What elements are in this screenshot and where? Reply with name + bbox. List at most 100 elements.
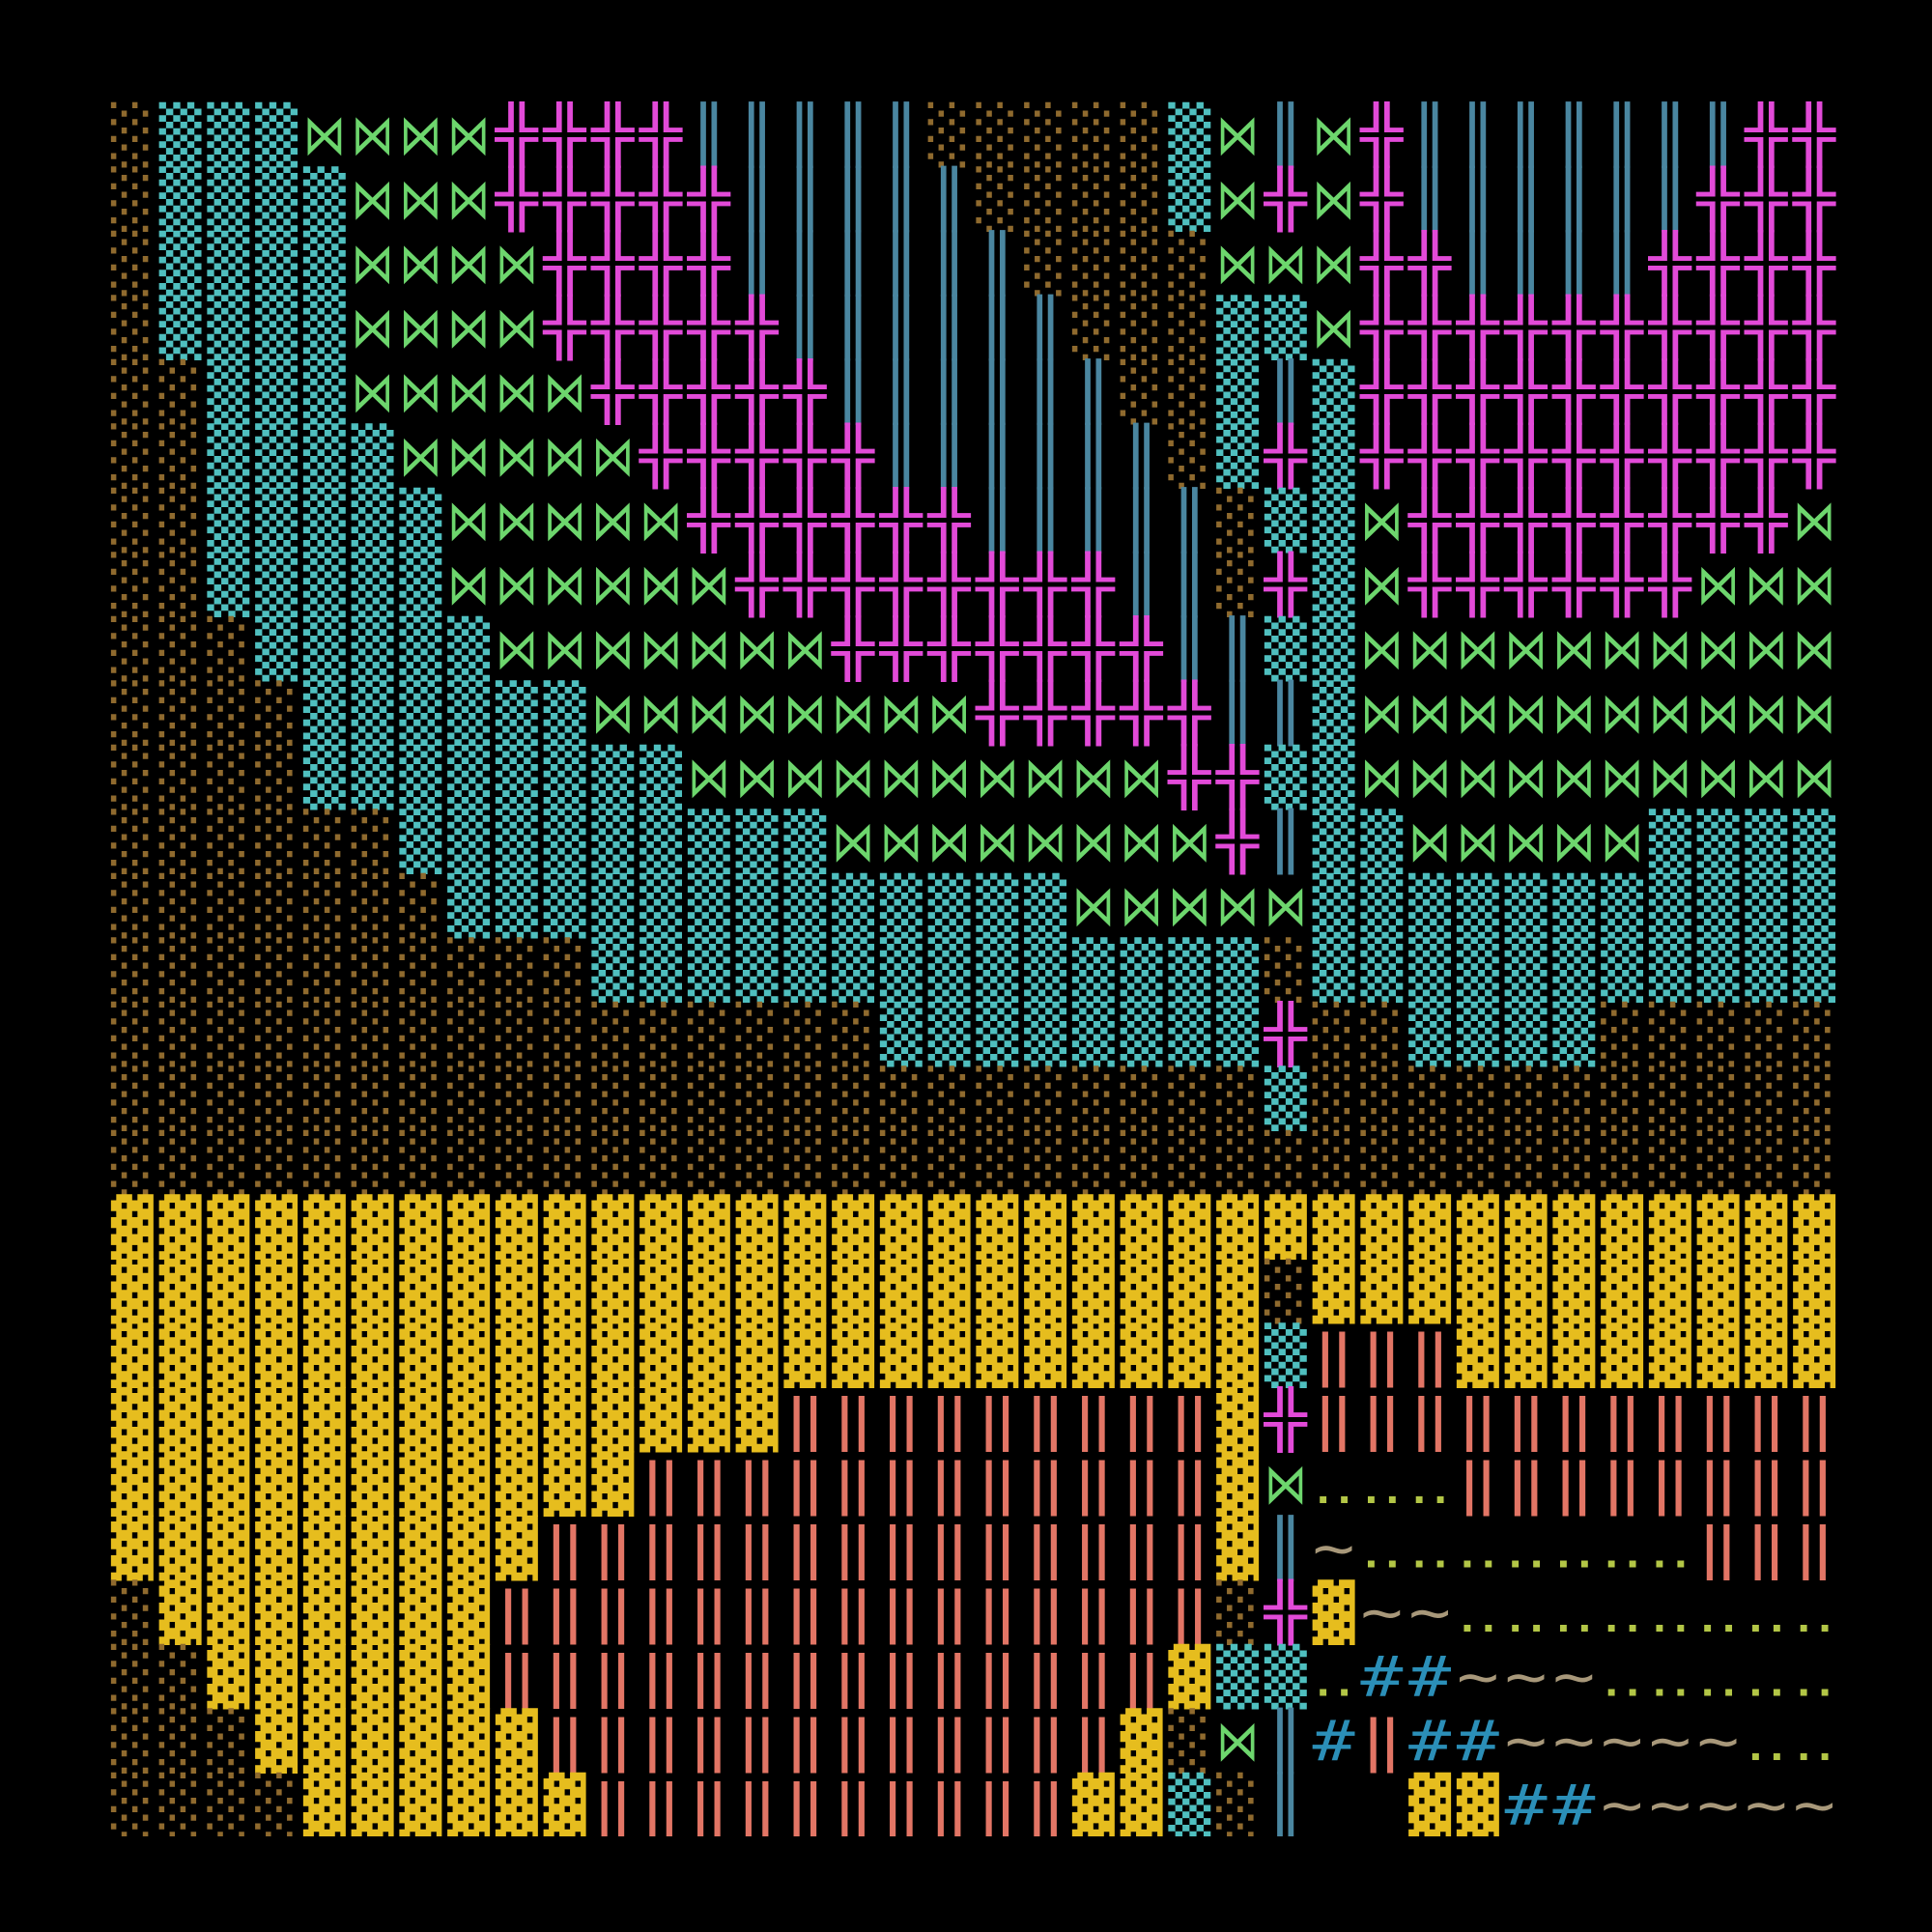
glyph-cell: ▓ [447, 1708, 490, 1774]
glyph-cell: ░ [1121, 1065, 1163, 1131]
glyph-cell: ▒ [1457, 872, 1499, 938]
glyph-cell: ╬ [1503, 294, 1548, 361]
glyph-cell: ▓ [352, 1515, 394, 1580]
glyph-cell: ▓ [352, 1772, 394, 1837]
glyph-cell: ▒ [255, 552, 298, 617]
glyph-cell: ⋈ [1793, 680, 1835, 746]
glyph-cell: ▓ [255, 1451, 298, 1517]
glyph-cell: ░ [1457, 1065, 1499, 1131]
glyph-cell: ╬ [1456, 551, 1501, 618]
glyph-cell: ▓ [1408, 1194, 1451, 1260]
glyph-cell: ⋈ [1072, 744, 1115, 810]
glyph-cell: ▒ [303, 487, 346, 553]
glyph-cell: ░ [1649, 1129, 1691, 1195]
glyph-cell: ░ [496, 1001, 538, 1066]
glyph-cell: ▒ [1216, 358, 1259, 424]
glyph-cell: ‥ [1408, 1451, 1451, 1517]
glyph-cell: ╬ [1023, 551, 1068, 618]
glyph-cell: ▓ [1360, 1258, 1403, 1323]
glyph-cell: ▒ [1024, 937, 1066, 1003]
glyph-cell: ░ [1552, 1065, 1595, 1131]
glyph-cell: ⋈ [1168, 872, 1210, 938]
glyph-cell: ▒ [1313, 809, 1355, 874]
glyph-cell: ╬ [1600, 294, 1645, 361]
glyph-cell: ░ [1024, 1065, 1066, 1131]
glyph-cell: ░ [544, 1065, 586, 1131]
glyph-cell: ‖ [591, 1772, 634, 1837]
glyph-cell: ╬ [1648, 551, 1693, 618]
glyph-cell: ⋈ [1745, 615, 1787, 681]
glyph-cell: ░ [639, 1129, 682, 1195]
glyph-cell: ‖ [639, 1643, 682, 1709]
glyph-cell: ▒ [447, 615, 490, 681]
glyph-cell: ╬ [879, 614, 924, 682]
glyph-cell: ▓ [639, 1386, 682, 1452]
glyph-cell: ▓ [591, 1451, 634, 1517]
glyph-cell: ▒ [255, 423, 298, 489]
glyph-cell: ▓ [447, 1643, 490, 1709]
glyph-cell: ║ [928, 165, 971, 233]
glyph-cell: ‖ [1072, 1386, 1115, 1452]
glyph-cell: ▒ [928, 937, 971, 1003]
glyph-cell: ▓ [1121, 1708, 1163, 1774]
glyph-cell: ░ [111, 1065, 154, 1131]
glyph-cell: ░ [1072, 1065, 1115, 1131]
glyph-cell: ‖ [880, 1451, 923, 1517]
glyph-cell: ▓ [1697, 1194, 1740, 1260]
glyph-cell: ░ [159, 552, 202, 617]
glyph-cell: ░ [447, 937, 490, 1003]
glyph-cell: ‖ [639, 1579, 682, 1645]
glyph-cell: ▓ [1121, 1322, 1163, 1388]
glyph-cell: ⋈ [1408, 809, 1451, 874]
glyph-cell: ▒ [1024, 1001, 1066, 1066]
glyph-cell: ░ [1072, 101, 1115, 167]
glyph-cell: ▓ [303, 1579, 346, 1645]
glyph-cell: ▒ [1793, 937, 1835, 1003]
glyph-cell: ▓ [111, 1322, 154, 1388]
glyph-cell: ⋈ [399, 358, 441, 424]
glyph-cell: ⋈ [447, 295, 490, 360]
glyph-cell: ░ [207, 809, 249, 874]
glyph-cell: ░ [1168, 358, 1210, 424]
glyph-cell: ⋈ [1072, 809, 1115, 874]
glyph-cell: ╬ [1744, 422, 1789, 490]
glyph-cell: ~ [1552, 1643, 1595, 1709]
glyph-cell: ▒ [1745, 809, 1787, 874]
glyph-cell: ▒ [207, 230, 249, 296]
glyph-cell: ╬ [639, 422, 684, 490]
glyph-cell: ‖ [591, 1515, 634, 1580]
glyph-cell: ▒ [1313, 872, 1355, 938]
glyph-cell: ‖ [736, 1708, 779, 1774]
glyph-cell: ⋈ [1552, 744, 1595, 810]
glyph-cell: ▒ [1313, 423, 1355, 489]
glyph-cell: ⋈ [976, 809, 1018, 874]
glyph-cell: ░ [1121, 230, 1163, 296]
glyph-cell: ⋈ [1793, 487, 1835, 553]
glyph-cell: ░ [736, 1129, 779, 1195]
glyph-cell: ⋈ [736, 744, 779, 810]
glyph-cell: ║ [783, 100, 826, 168]
glyph-cell: ░ [1601, 1129, 1643, 1195]
glyph-cell: ╬ [1744, 165, 1789, 233]
glyph-cell: ⋈ [1216, 166, 1259, 232]
glyph-cell: ⋈ [1601, 809, 1643, 874]
glyph-cell: ‖ [1072, 1515, 1115, 1580]
glyph-cell: ░ [1168, 1708, 1210, 1774]
glyph-cell: ⋈ [1505, 744, 1548, 810]
glyph-cell: ▓ [1793, 1322, 1835, 1388]
glyph-cell: ░ [207, 1001, 249, 1066]
glyph-cell: ▒ [1793, 872, 1835, 938]
glyph-cell: ▒ [544, 809, 586, 874]
glyph-cell: ~ [1697, 1708, 1740, 1774]
glyph-cell: ╬ [1359, 294, 1405, 361]
glyph-cell: ░ [1072, 1129, 1115, 1195]
glyph-cell: ‖ [1121, 1386, 1163, 1452]
glyph-cell: ⋈ [1408, 744, 1451, 810]
glyph-cell: ╬ [1695, 486, 1741, 554]
glyph-cell: ‖ [976, 1772, 1018, 1837]
glyph-cell: # [1408, 1708, 1451, 1774]
glyph-cell: ‖ [1457, 1386, 1499, 1452]
glyph-cell: ▒ [928, 872, 971, 938]
glyph-cell: ▒ [399, 809, 441, 874]
glyph-cell: ‖ [736, 1579, 779, 1645]
